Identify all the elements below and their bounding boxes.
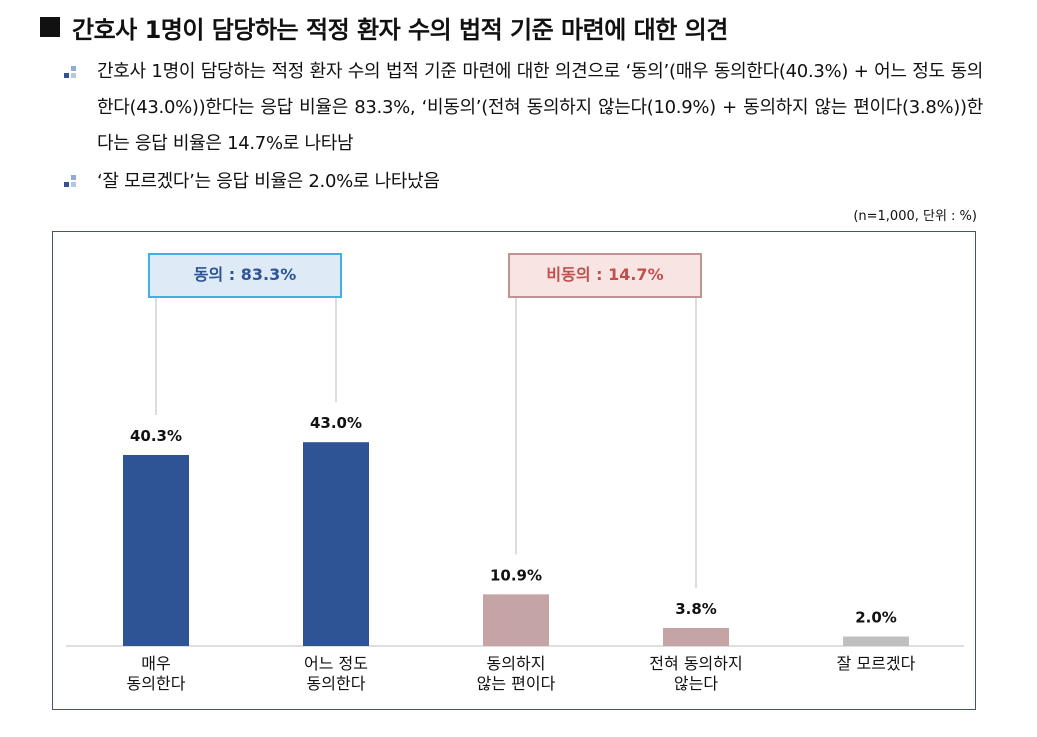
bullet-icon xyxy=(64,175,76,187)
bar xyxy=(123,454,189,646)
bar xyxy=(663,627,729,646)
category-label: 동의하지 않는 편이다 xyxy=(476,654,556,693)
group-box xyxy=(508,253,702,298)
value-label: 2.0% xyxy=(855,609,897,627)
heading: 간호사 1명이 담당하는 적정 환자 수의 법적 기준 마련에 대한 의견 xyxy=(72,16,728,44)
bar xyxy=(843,636,909,646)
bar xyxy=(303,442,369,646)
heading-square xyxy=(40,17,60,37)
chart-svg: 40.3% 43.0% 10.9% 3.8% 2.0% 동의 : 83.3% 비동의 : 1… xyxy=(66,253,964,647)
value-label: 3.8% xyxy=(675,600,717,618)
bullet-icon xyxy=(64,66,76,78)
value-label: 10.9% xyxy=(490,566,542,584)
group-box xyxy=(148,253,342,298)
bullet-text: ‘잘 모르겠다’는 응답 비율은 2.0%로 나타났음 xyxy=(97,171,440,192)
category-label: 어느 정도 동의한다 xyxy=(304,654,368,693)
value-label: 43.0% xyxy=(310,414,362,432)
value-label: 40.3% xyxy=(130,427,182,445)
category-label: 매우 동의한다 xyxy=(126,654,186,693)
category-label: 전혀 동의하지 않는다 xyxy=(649,654,743,693)
group-label: 동의 : 83.3% xyxy=(194,265,297,284)
bar xyxy=(483,594,549,646)
unit-note: (n=1,000, 단위 : %) xyxy=(853,209,977,224)
chart: 40.3% 43.0% 10.9% 3.8% 2.0% 동의 : 83.3% 비동의 : 1… xyxy=(52,231,976,710)
group-label: 비동의 : 14.7% xyxy=(546,265,663,284)
bullet-text: 간호사 1명이 담당하는 적정 환자 수의 법적 기준 마련에 대한 의견으로 … xyxy=(97,61,983,154)
category-label: 잘 모르겠다 xyxy=(836,654,916,673)
